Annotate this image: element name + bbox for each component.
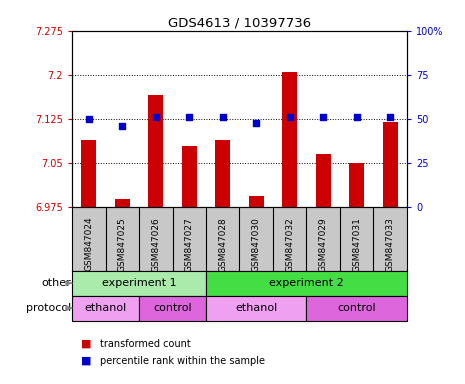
Text: control: control xyxy=(153,303,192,313)
Text: transformed count: transformed count xyxy=(100,339,191,349)
Bar xyxy=(383,122,398,207)
Text: GSM847027: GSM847027 xyxy=(185,217,194,271)
Text: experiment 2: experiment 2 xyxy=(269,278,344,288)
Point xyxy=(119,123,126,129)
Point xyxy=(219,114,226,120)
Bar xyxy=(72,271,206,296)
Bar xyxy=(115,199,130,207)
Bar xyxy=(306,296,407,321)
Text: other: other xyxy=(42,278,72,288)
Text: experiment 1: experiment 1 xyxy=(102,278,176,288)
Bar xyxy=(316,154,331,207)
Bar xyxy=(249,195,264,207)
Text: GSM847032: GSM847032 xyxy=(285,217,294,271)
Bar xyxy=(182,146,197,207)
Point xyxy=(319,114,327,120)
Text: GSM847025: GSM847025 xyxy=(118,217,127,271)
Text: GSM847031: GSM847031 xyxy=(352,217,361,272)
Text: GSM847030: GSM847030 xyxy=(252,217,261,272)
Bar xyxy=(72,296,139,321)
Point xyxy=(85,116,93,122)
Text: ■: ■ xyxy=(81,339,92,349)
Text: percentile rank within the sample: percentile rank within the sample xyxy=(100,356,265,366)
Text: ethanol: ethanol xyxy=(85,303,126,313)
Text: GSM847024: GSM847024 xyxy=(84,217,93,271)
Bar xyxy=(81,140,96,207)
Point xyxy=(152,114,159,120)
Text: control: control xyxy=(337,303,376,313)
Bar xyxy=(282,72,297,207)
Text: GSM847029: GSM847029 xyxy=(319,217,328,271)
Bar xyxy=(206,296,306,321)
Text: ethanol: ethanol xyxy=(235,303,277,313)
Bar xyxy=(349,163,364,207)
Text: protocol: protocol xyxy=(26,303,72,313)
Point xyxy=(353,114,360,120)
Title: GDS4613 / 10397736: GDS4613 / 10397736 xyxy=(168,17,311,30)
Text: ■: ■ xyxy=(81,356,92,366)
Bar xyxy=(206,271,407,296)
Point xyxy=(186,114,193,120)
Point xyxy=(252,119,260,126)
Point xyxy=(286,114,293,120)
Text: GSM847033: GSM847033 xyxy=(385,217,395,272)
Bar xyxy=(215,140,230,207)
Bar xyxy=(139,296,206,321)
Point xyxy=(386,114,394,120)
Text: GSM847026: GSM847026 xyxy=(151,217,160,271)
Bar xyxy=(148,96,163,207)
Text: GSM847028: GSM847028 xyxy=(218,217,227,271)
